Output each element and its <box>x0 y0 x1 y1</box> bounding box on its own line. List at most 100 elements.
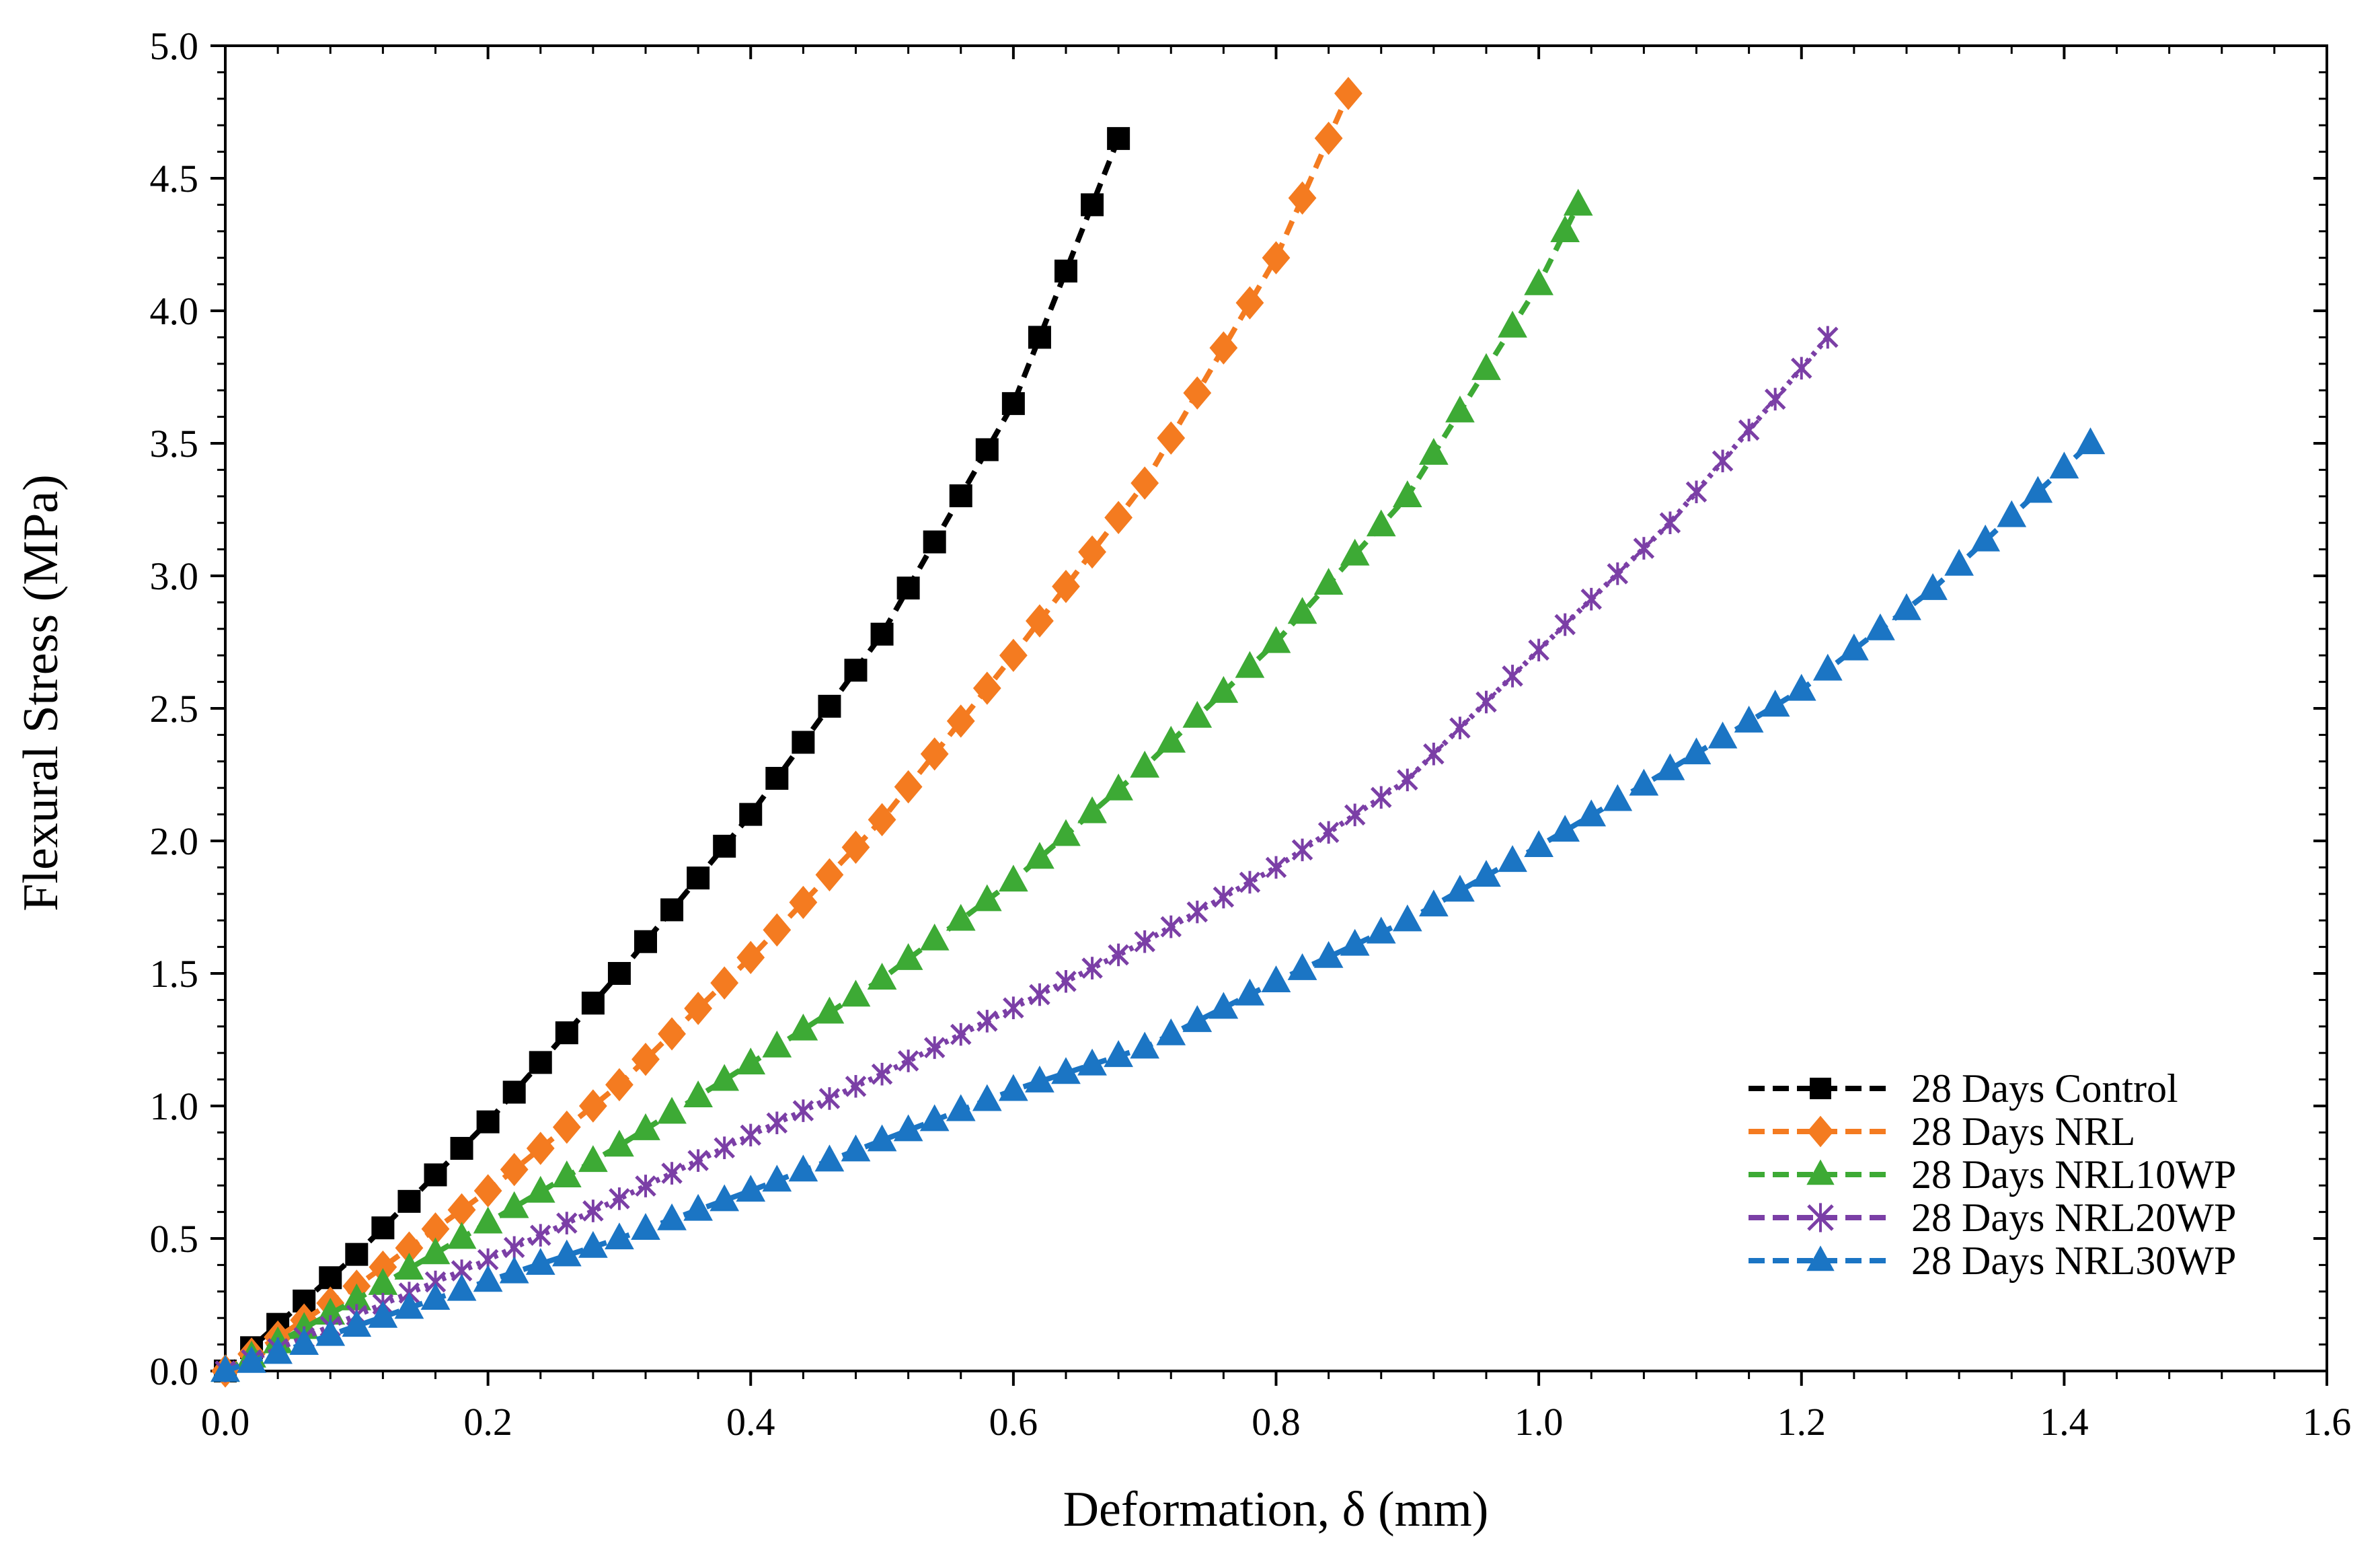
data-point <box>551 1160 582 1187</box>
data-point <box>447 1273 477 1301</box>
data-point <box>499 1256 529 1284</box>
data-point <box>421 1212 450 1246</box>
data-point <box>867 963 897 990</box>
data-point <box>1001 392 1025 415</box>
data-point <box>894 770 923 804</box>
data-point <box>1419 889 1449 917</box>
data-point <box>395 1231 424 1265</box>
data-point <box>1370 786 1392 809</box>
data-point <box>1607 562 1629 585</box>
series-28-days-nrl <box>211 77 1362 1388</box>
data-point <box>342 1310 372 1337</box>
data-point <box>1003 996 1024 1020</box>
data-point <box>845 1075 867 1098</box>
data-point <box>447 1222 477 1249</box>
data-point <box>1498 845 1527 873</box>
data-point <box>1077 796 1107 823</box>
data-point <box>658 1017 686 1051</box>
legend-label: 28 Days NRL30WP <box>1911 1238 2236 1283</box>
data-point <box>1580 587 1603 611</box>
data-point <box>766 1111 788 1135</box>
data-point <box>684 992 713 1025</box>
data-point <box>1288 181 1317 215</box>
legend-marker <box>1806 1245 1835 1271</box>
data-point <box>762 1164 792 1192</box>
y-tick-label: 4.5 <box>150 157 199 200</box>
y-axis-title: Flexural Stress (MPa) <box>13 474 69 912</box>
data-point <box>1475 690 1497 714</box>
legend-marker <box>1807 1115 1834 1148</box>
data-point <box>578 1230 608 1258</box>
data-point <box>368 1300 398 1328</box>
data-point <box>1603 784 1633 811</box>
data-point <box>683 1193 713 1221</box>
data-point <box>762 1030 792 1058</box>
data-point <box>871 1062 893 1086</box>
data-point <box>972 1084 1002 1111</box>
data-point <box>1392 480 1422 507</box>
data-point <box>1130 750 1160 778</box>
data-point <box>920 737 949 771</box>
data-point <box>818 1087 841 1110</box>
data-point <box>870 622 894 646</box>
y-tick-label: 0.0 <box>150 1349 199 1393</box>
data-point <box>529 1224 551 1247</box>
data-point <box>1633 537 1655 560</box>
data-point <box>1550 815 1580 842</box>
data-point <box>1340 928 1370 956</box>
legend-item: 28 Days NRL30WP <box>1749 1238 2236 1283</box>
data-point <box>1261 626 1291 653</box>
data-point <box>582 1199 604 1222</box>
data-point <box>1028 326 1051 349</box>
axes: 0.0 0.2 0.4 0.6 0.8 1.0 1.2 1.4 1.6 0.0 0.5 1.0 1.5 2… <box>150 24 2352 1444</box>
data-point <box>635 1175 656 1197</box>
data-point <box>319 1266 342 1290</box>
data-point <box>1629 768 1659 796</box>
data-point <box>1081 193 1104 217</box>
y-tick-label: 3.0 <box>150 554 199 598</box>
data-point <box>740 1123 762 1147</box>
data-point <box>1108 943 1129 967</box>
data-point <box>1239 870 1261 894</box>
data-point <box>1449 716 1471 739</box>
data-point <box>397 1189 421 1213</box>
data-point <box>2049 451 2079 479</box>
data-point <box>1157 421 1186 455</box>
data-point <box>976 1010 998 1033</box>
data-point <box>342 1283 372 1310</box>
data-point <box>1366 916 1396 944</box>
legend-item: 28 Days Control <box>1749 1066 2178 1111</box>
data-point <box>844 659 868 682</box>
data-point <box>1392 904 1422 932</box>
data-point <box>1419 438 1449 465</box>
data-point <box>210 1355 240 1382</box>
legend-label: 28 Days NRL20WP <box>1911 1195 2236 1240</box>
data-point <box>371 1216 395 1240</box>
data-point <box>1081 957 1103 979</box>
data-point <box>1051 819 1081 846</box>
data-point <box>999 1074 1028 1101</box>
data-point <box>552 1110 581 1144</box>
data-point <box>1397 768 1418 792</box>
data-point <box>1314 121 1343 155</box>
data-point <box>1866 613 1895 640</box>
data-point <box>815 858 844 892</box>
data-point <box>1054 259 1077 283</box>
data-point <box>526 1132 555 1165</box>
data-point <box>1738 418 1760 442</box>
data-point <box>1786 673 1816 701</box>
x-tick-label: 1.0 <box>1514 1400 1564 1444</box>
data-point <box>736 940 765 975</box>
data-point <box>1944 548 1974 576</box>
data-point <box>2023 476 2053 503</box>
data-point <box>1685 480 1707 504</box>
data-point <box>420 1237 451 1265</box>
data-point <box>999 638 1028 672</box>
data-point <box>1104 1040 1133 1068</box>
data-point <box>1104 501 1133 535</box>
data-point <box>1445 875 1475 902</box>
data-point <box>315 1319 346 1346</box>
